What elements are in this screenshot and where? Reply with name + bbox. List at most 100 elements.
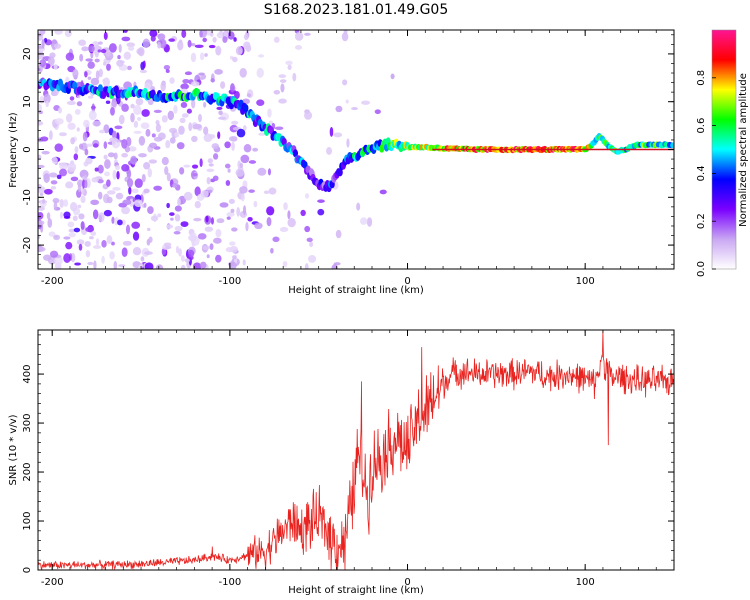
spectrogram-cell	[113, 260, 118, 269]
spectrogram-cell	[228, 198, 235, 204]
spectrogram-cell	[84, 240, 91, 247]
spectrogram-cell	[306, 237, 313, 242]
spectrogram-cell	[213, 153, 219, 160]
spectrogram-cell	[38, 246, 46, 252]
spectrogram-cell	[59, 211, 63, 219]
spectrogram-cell	[304, 32, 311, 36]
spectrogram-cell	[143, 188, 150, 194]
spectrogram-cell	[361, 100, 371, 105]
spectrogram-cell	[53, 201, 58, 211]
spectrogram-cell	[109, 251, 115, 260]
spectrogram-cell	[81, 186, 85, 195]
spectrogram-cell	[201, 189, 209, 198]
spectrogram-cell	[256, 67, 264, 78]
spectrogram-cell	[178, 248, 182, 257]
spectrogram-cell	[227, 168, 231, 173]
spectrogram-cell	[147, 206, 154, 214]
spectrogram-cell	[98, 68, 103, 78]
spectrogram-cell	[181, 113, 189, 118]
spectrogram-cell	[268, 120, 273, 125]
spectrogram-cell	[122, 30, 128, 33]
spectrogram-cell	[111, 216, 115, 224]
spectrogram-cell	[130, 155, 138, 165]
spectrogram-cell	[79, 53, 84, 62]
spectrogram-cell	[235, 168, 245, 177]
spectrogram-cell	[67, 221, 75, 228]
spectrogram-cell	[106, 190, 116, 195]
spectrogram-cell	[304, 111, 313, 120]
spectrogram-cell	[117, 219, 123, 226]
spectrogram-cell	[239, 68, 247, 78]
spectrogram-cell	[130, 112, 135, 123]
spectrogram-cell	[181, 264, 186, 269]
y-tick-label: 300	[22, 414, 33, 433]
spectrogram-cell	[184, 258, 190, 263]
spectrogram-cell	[317, 208, 325, 216]
spectrogram-cell	[342, 79, 348, 86]
spectrogram-cell	[179, 117, 186, 124]
spectrogram-cell	[246, 93, 252, 98]
spectrogram-cell	[51, 156, 58, 164]
spectrogram-cell	[142, 38, 151, 49]
spectrogram-cell	[140, 122, 150, 129]
spectrogram-cell	[95, 70, 100, 80]
spectrogram-cell	[65, 181, 74, 189]
spectrogram-cell	[143, 162, 151, 170]
spectrogram-cell	[253, 200, 258, 208]
spectrogram-cell	[179, 167, 185, 175]
spectrogram-cell	[366, 217, 373, 227]
spectrogram-cell	[279, 79, 287, 83]
spectrogram-cell	[103, 141, 108, 149]
spectrogram-cell	[64, 30, 72, 38]
spectrogram-cell	[222, 36, 228, 43]
spectrogram-cell	[138, 135, 146, 146]
spectrogram-cell	[356, 202, 361, 211]
spectrogram-cell	[157, 41, 162, 49]
spectrogram-cell	[161, 156, 169, 166]
spectrogram-cell	[133, 199, 143, 208]
spectrogram-cell	[194, 200, 201, 209]
spectrogram-cell	[40, 136, 49, 142]
spectrogram-cell	[304, 193, 310, 199]
spectrogram-cell	[98, 212, 105, 223]
spectrogram-cell	[63, 236, 71, 240]
spectrogram-cell	[180, 221, 189, 227]
spectrogram-cell	[85, 226, 95, 233]
spectrogram-cell	[54, 255, 63, 266]
spectrogram-cell	[231, 120, 239, 125]
spectrogram-cell	[252, 147, 259, 152]
spectrogram-y-ticks: -20 -10 0 10 20	[22, 34, 674, 265]
spectrogram-cell	[225, 179, 231, 186]
spectrogram-cell	[239, 162, 244, 169]
spectrogram-cell	[125, 224, 131, 235]
spectrogram-cell	[239, 186, 248, 194]
spectrogram-cell	[308, 254, 317, 263]
spectrogram-cell	[143, 202, 147, 208]
spectrogram-cell	[118, 43, 122, 53]
spectrogram-cell	[76, 239, 85, 245]
spectrogram-cell	[137, 116, 141, 121]
spectrogram-cell	[49, 172, 58, 178]
spectrogram-cell	[224, 141, 231, 149]
spectrogram-cell	[333, 132, 343, 138]
spectrogram-cell	[280, 83, 285, 93]
spectrogram-cell	[72, 215, 78, 222]
spectrogram-cell	[266, 206, 275, 216]
spectrogram-cell	[65, 113, 73, 123]
spectrogram-cell	[94, 167, 99, 172]
spectrogram-cell	[202, 245, 210, 250]
spectrogram-cell	[219, 202, 229, 208]
spectrogram-cell	[212, 175, 219, 182]
spectrogram-cell	[46, 212, 51, 220]
spectrogram-cell	[202, 37, 207, 43]
x-tick-label: 0	[404, 577, 410, 588]
spectrogram-cell	[94, 58, 100, 63]
spectrogram-cell	[157, 33, 166, 41]
spectrogram-cell	[155, 123, 161, 133]
spectrogram-cell	[228, 261, 237, 269]
y-tick-label: 0	[22, 567, 33, 573]
spectrogram-cell	[133, 130, 142, 134]
spectrogram-cell	[243, 125, 247, 131]
spectrogram-cell	[39, 59, 47, 68]
spectrogram-cell	[59, 168, 68, 177]
